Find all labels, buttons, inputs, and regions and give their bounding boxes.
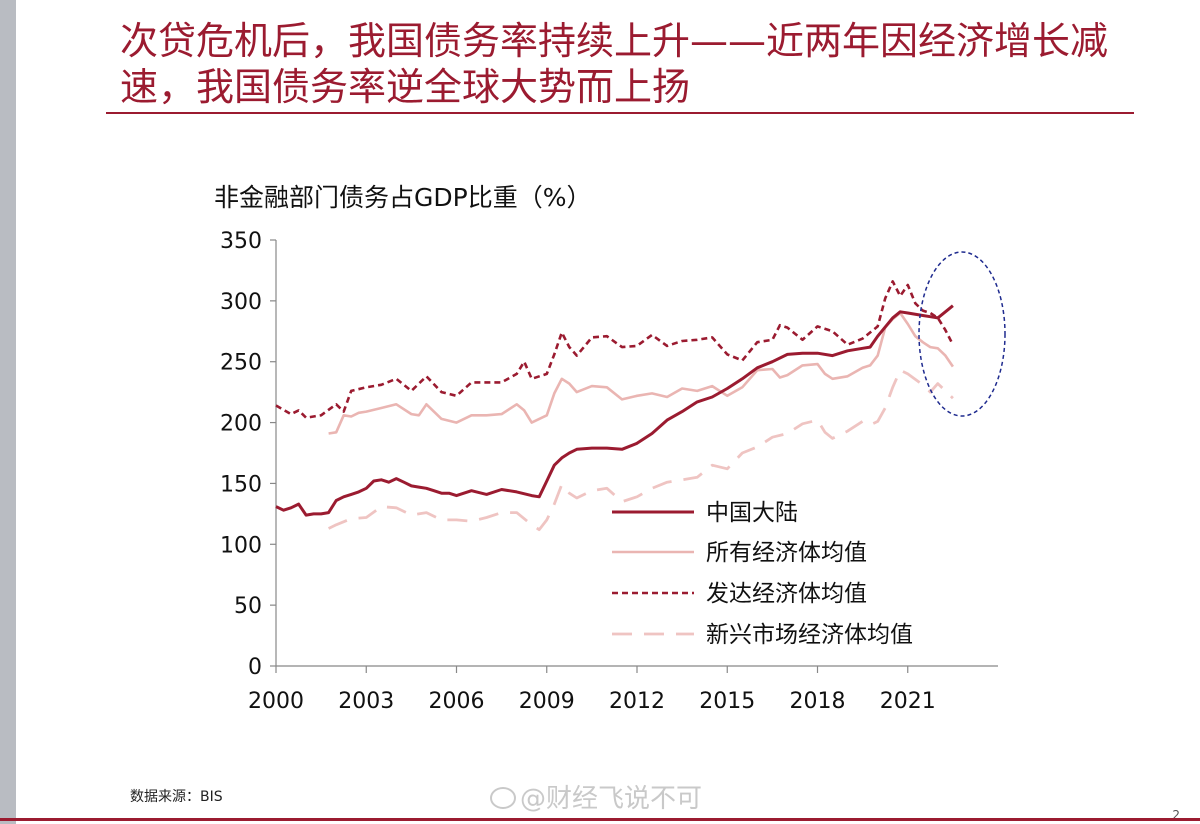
- y-tick-label: 150: [220, 472, 262, 497]
- data-source: 数据来源：BIS: [130, 789, 223, 805]
- x-tick-label: 2003: [338, 689, 394, 714]
- watermark-text: @财经飞说不可: [520, 784, 703, 814]
- title-underline: [106, 112, 1134, 114]
- y-tick-label: 100: [220, 533, 262, 558]
- weibo-icon: [490, 787, 516, 809]
- x-axis-ticks: 2000 2003 2006 2009 2012 2015 2018 2021: [248, 666, 936, 714]
- x-tick-label: 2009: [519, 689, 575, 714]
- x-tick-label: 2015: [699, 689, 755, 714]
- slide-title: 次贷危机后，我国债务率持续上升——近两年因经济增长减速，我国债务率逆全球大势而上…: [120, 19, 1109, 109]
- legend-label-0: 中国大陆: [706, 500, 798, 526]
- x-tick-label: 2018: [790, 689, 846, 714]
- page-number: 2: [1172, 808, 1180, 822]
- series-line-2: [275, 280, 955, 419]
- left-side-bar: [0, 0, 16, 824]
- series-line-1: [328, 311, 954, 435]
- y-tick-label: 250: [220, 351, 262, 376]
- bottom-rule: [0, 818, 1200, 821]
- y-tick-label: 200: [220, 412, 262, 437]
- y-tick-label: 50: [234, 594, 262, 619]
- x-tick-label: 2021: [880, 689, 936, 714]
- legend-label-1: 所有经济体均值: [706, 540, 867, 566]
- y-tick-label: 300: [220, 290, 262, 315]
- series-line-3: [327, 368, 954, 532]
- watermark: @财经飞说不可: [490, 778, 702, 815]
- legend-label-2: 发达经济体均值: [706, 581, 867, 607]
- x-tick-label: 2006: [429, 689, 485, 714]
- y-axis-ticks: 0 50 100 150 200 250 300 350: [220, 229, 276, 680]
- chart-axes: [275, 240, 998, 667]
- series-lines: [275, 280, 955, 532]
- chart-title: 非金融部门债务占GDP比重（%）: [214, 183, 592, 212]
- x-tick-label: 2000: [248, 689, 304, 714]
- legend-label-3: 新兴市场经济体均值: [706, 622, 913, 648]
- y-tick-label: 350: [220, 229, 262, 254]
- series-line-0: [275, 304, 954, 517]
- highlight-ellipse: [918, 251, 1006, 417]
- x-tick-label: 2012: [609, 689, 665, 714]
- y-tick-label: 0: [248, 655, 262, 680]
